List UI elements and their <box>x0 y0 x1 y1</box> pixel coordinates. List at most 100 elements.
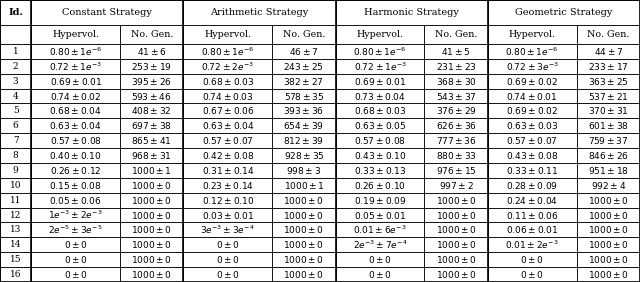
Bar <box>488 133 577 148</box>
Text: $0.73\pm0.04$: $0.73\pm0.04$ <box>354 91 406 102</box>
Bar <box>424 252 488 267</box>
Text: Id.: Id. <box>8 8 23 17</box>
Text: $395\pm26$: $395\pm26$ <box>131 76 172 87</box>
Text: $1000\pm0$: $1000\pm0$ <box>284 239 324 250</box>
Bar <box>335 267 424 282</box>
Bar <box>184 74 272 89</box>
Text: $0.74\pm0.03$: $0.74\pm0.03$ <box>202 91 253 102</box>
Bar <box>488 267 577 282</box>
Bar <box>577 163 640 178</box>
Text: Hypervol.: Hypervol. <box>204 30 252 39</box>
Bar <box>488 74 577 89</box>
Bar <box>272 148 335 163</box>
Bar <box>31 133 120 148</box>
Bar <box>120 267 184 282</box>
Bar <box>424 163 488 178</box>
Text: $0.63\pm0.04$: $0.63\pm0.04$ <box>202 120 254 131</box>
Bar <box>184 163 272 178</box>
Bar <box>488 89 577 103</box>
Text: $0.28\pm0.09$: $0.28\pm0.09$ <box>506 180 558 191</box>
Text: $1000\pm0$: $1000\pm0$ <box>284 224 324 235</box>
Text: $1000\pm0$: $1000\pm0$ <box>436 210 477 221</box>
Bar <box>335 44 424 59</box>
Bar <box>335 89 424 103</box>
Bar <box>335 103 424 118</box>
Text: $0.80\pm1e^{-6}$: $0.80\pm1e^{-6}$ <box>506 45 559 58</box>
Bar <box>488 59 577 74</box>
Text: $1000\pm0$: $1000\pm0$ <box>436 239 477 250</box>
Bar <box>335 163 424 178</box>
Text: $233\pm17$: $233\pm17$ <box>588 61 629 72</box>
Text: $370\pm31$: $370\pm31$ <box>588 105 628 116</box>
Text: $1000\pm0$: $1000\pm0$ <box>131 254 172 265</box>
Bar <box>335 208 424 222</box>
Bar <box>577 74 640 89</box>
Bar <box>184 237 272 252</box>
Bar <box>577 103 640 118</box>
Text: 5: 5 <box>13 106 19 115</box>
Text: 3: 3 <box>13 77 19 86</box>
Text: $759\pm37$: $759\pm37$ <box>588 135 628 146</box>
Bar <box>335 0 488 25</box>
Text: $654\pm39$: $654\pm39$ <box>284 120 324 131</box>
Bar <box>577 89 640 103</box>
Text: $363\pm25$: $363\pm25$ <box>588 76 628 87</box>
Bar <box>424 59 488 74</box>
Text: $0\pm0$: $0\pm0$ <box>216 254 240 265</box>
Text: $846\pm26$: $846\pm26$ <box>588 150 629 161</box>
Text: $0\pm0$: $0\pm0$ <box>368 254 392 265</box>
Text: $0.69\pm0.02$: $0.69\pm0.02$ <box>506 105 558 116</box>
Bar <box>424 103 488 118</box>
Bar <box>31 163 120 178</box>
Text: $0.01\pm6e^{-3}$: $0.01\pm6e^{-3}$ <box>353 224 407 236</box>
Bar <box>424 133 488 148</box>
Bar <box>272 44 335 59</box>
Text: $368\pm30$: $368\pm30$ <box>436 76 477 87</box>
Text: $0.68\pm0.04$: $0.68\pm0.04$ <box>49 105 102 116</box>
Text: 7: 7 <box>13 136 19 145</box>
Text: $1000\pm1$: $1000\pm1$ <box>131 165 172 176</box>
Text: $0.63\pm0.04$: $0.63\pm0.04$ <box>49 120 102 131</box>
Bar <box>272 237 335 252</box>
Bar <box>272 163 335 178</box>
Text: $1000\pm0$: $1000\pm0$ <box>131 180 172 191</box>
Text: $408\pm32$: $408\pm32$ <box>131 105 172 116</box>
Bar <box>0 208 31 222</box>
Text: 2: 2 <box>13 62 19 71</box>
Text: Constant Strategy: Constant Strategy <box>63 8 152 17</box>
Bar <box>424 267 488 282</box>
Text: $2e^{-5}\pm3e^{-5}$: $2e^{-5}\pm3e^{-5}$ <box>49 224 103 236</box>
Text: $997\pm2$: $997\pm2$ <box>438 180 474 191</box>
Text: Hypervol.: Hypervol. <box>52 30 99 39</box>
Bar <box>0 237 31 252</box>
Text: $1000\pm0$: $1000\pm0$ <box>436 224 477 235</box>
Bar <box>184 178 272 193</box>
Bar <box>577 237 640 252</box>
Bar <box>335 252 424 267</box>
Text: $578\pm35$: $578\pm35$ <box>284 91 324 102</box>
Text: $0\pm0$: $0\pm0$ <box>368 269 392 280</box>
Text: $0.31\pm0.14$: $0.31\pm0.14$ <box>202 165 254 176</box>
Bar <box>184 44 272 59</box>
Text: $0\pm0$: $0\pm0$ <box>64 269 88 280</box>
Text: $0.03\pm0.01$: $0.03\pm0.01$ <box>202 210 254 221</box>
Bar <box>424 74 488 89</box>
Text: 14: 14 <box>10 240 21 249</box>
Bar <box>577 178 640 193</box>
Text: $0.69\pm0.01$: $0.69\pm0.01$ <box>354 76 406 87</box>
Text: $0.57\pm0.07$: $0.57\pm0.07$ <box>202 135 253 146</box>
Text: No. Gen.: No. Gen. <box>587 30 630 39</box>
Text: $1000\pm0$: $1000\pm0$ <box>284 269 324 280</box>
Text: $812\pm39$: $812\pm39$ <box>284 135 324 146</box>
Text: $537\pm21$: $537\pm21$ <box>588 91 628 102</box>
Bar <box>577 222 640 237</box>
Bar <box>424 118 488 133</box>
Text: $0.63\pm0.03$: $0.63\pm0.03$ <box>506 120 559 131</box>
Text: $1000\pm0$: $1000\pm0$ <box>436 269 477 280</box>
Bar <box>120 103 184 118</box>
Bar <box>120 208 184 222</box>
Bar <box>577 44 640 59</box>
Bar <box>0 163 31 178</box>
Text: $0.80\pm1e^{-6}$: $0.80\pm1e^{-6}$ <box>49 45 102 58</box>
Bar <box>0 267 31 282</box>
